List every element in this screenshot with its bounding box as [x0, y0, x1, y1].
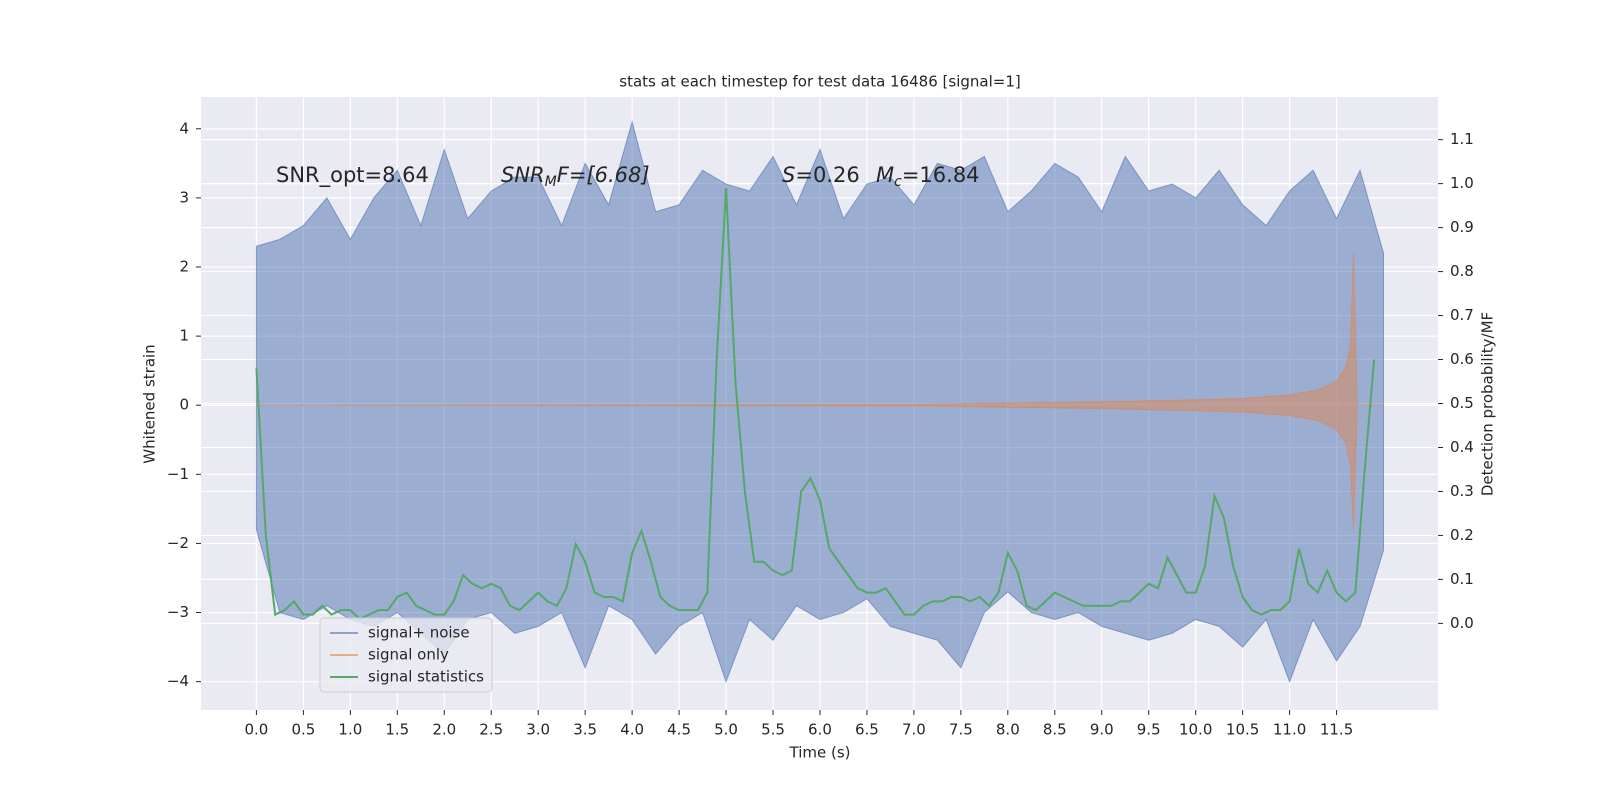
x-tick-label: 8.0	[996, 721, 1020, 739]
y-tick-label: 0	[179, 396, 189, 414]
annotation-part: M	[876, 163, 894, 187]
x-tick-label: 3.5	[573, 721, 597, 739]
x-tick-label: 9.5	[1137, 721, 1161, 739]
annotation: SNR_opt=8.64	[276, 163, 429, 188]
annotation-part: c	[894, 174, 902, 190]
y2-tick-label: 0.8	[1450, 262, 1474, 280]
x-tick-label: 11.0	[1273, 721, 1306, 739]
annotation-part: =0.26	[795, 163, 859, 187]
x-tick-label: 4.0	[620, 721, 644, 739]
x-tick-label: 1.0	[338, 721, 362, 739]
y2-tick-label: 0.3	[1450, 482, 1474, 500]
x-tick-label: 6.5	[855, 721, 879, 739]
legend-label: signal only	[368, 646, 449, 664]
y-tick-label: −3	[167, 603, 189, 621]
y2-tick-label: 1.0	[1450, 174, 1474, 192]
y2-tick-label: 0.4	[1450, 438, 1474, 456]
y-tick-label: 4	[179, 119, 189, 137]
y2-tick-label: 0.0	[1450, 614, 1474, 632]
y2-tick-label: 0.5	[1450, 394, 1474, 412]
y-tick-label: −1	[167, 465, 189, 483]
y-tick-label: 3	[179, 188, 189, 206]
x-tick-label: 0.0	[244, 721, 268, 739]
x-tick-label: 2.0	[432, 721, 456, 739]
x-tick-label: 7.5	[949, 721, 973, 739]
band	[256, 253, 1384, 530]
x-tick-label: 5.5	[761, 721, 785, 739]
legend-box	[319, 617, 493, 693]
y2-axis-label: Detection probability/MF	[1479, 312, 1497, 496]
y-tick-label: −2	[167, 534, 189, 552]
y2-tick-label: 1.1	[1450, 130, 1474, 148]
annotation-part: F=[6.68]	[557, 163, 650, 187]
annotation: S=0.26	[782, 163, 860, 187]
x-tick-label: 1.5	[385, 721, 409, 739]
x-tick-label: 4.5	[667, 721, 691, 739]
chart-title: stats at each timestep for test data 164…	[619, 73, 1020, 91]
y2-tick-label: 0.2	[1450, 526, 1474, 544]
annotation: SNRMF=[6.68]	[501, 163, 650, 190]
legend-label: signal statistics	[368, 668, 484, 686]
annotation-part: =16.84	[902, 163, 980, 187]
x-tick-label: 11.5	[1320, 721, 1353, 739]
x-tick-label: 10.0	[1179, 721, 1212, 739]
annotation-part: SNR	[501, 163, 545, 187]
x-tick-label: 2.5	[479, 721, 503, 739]
x-tick-label: 0.5	[291, 721, 315, 739]
y-tick-label: 1	[179, 327, 189, 345]
x-tick-label: 10.5	[1226, 721, 1259, 739]
annotation: Mc=16.84	[876, 163, 980, 190]
x-tick-label: 9.0	[1090, 721, 1114, 739]
y-tick-label: −4	[167, 672, 189, 690]
y-tick-label: 2	[179, 258, 189, 276]
y2-tick-label: 0.1	[1450, 570, 1474, 588]
annotation-part: S	[782, 163, 795, 187]
y2-tick-label: 0.7	[1450, 306, 1474, 324]
y2-tick-label: 0.6	[1450, 350, 1474, 368]
legend-label: signal+ noise	[368, 624, 470, 642]
y2-tick-label: 0.9	[1450, 218, 1474, 236]
x-tick-label: 7.0	[902, 721, 926, 739]
x-tick-label: 3.0	[526, 721, 550, 739]
x-tick-label: 6.0	[808, 721, 832, 739]
annotation-part: M	[545, 174, 557, 190]
line	[255, 187, 1376, 621]
band	[255, 119, 1385, 684]
x-tick-label: 8.5	[1043, 721, 1067, 739]
x-axis-label: Time (s)	[789, 744, 851, 762]
y-axis-label: Whitened strain	[141, 344, 159, 463]
x-tick-label: 5.0	[714, 721, 738, 739]
